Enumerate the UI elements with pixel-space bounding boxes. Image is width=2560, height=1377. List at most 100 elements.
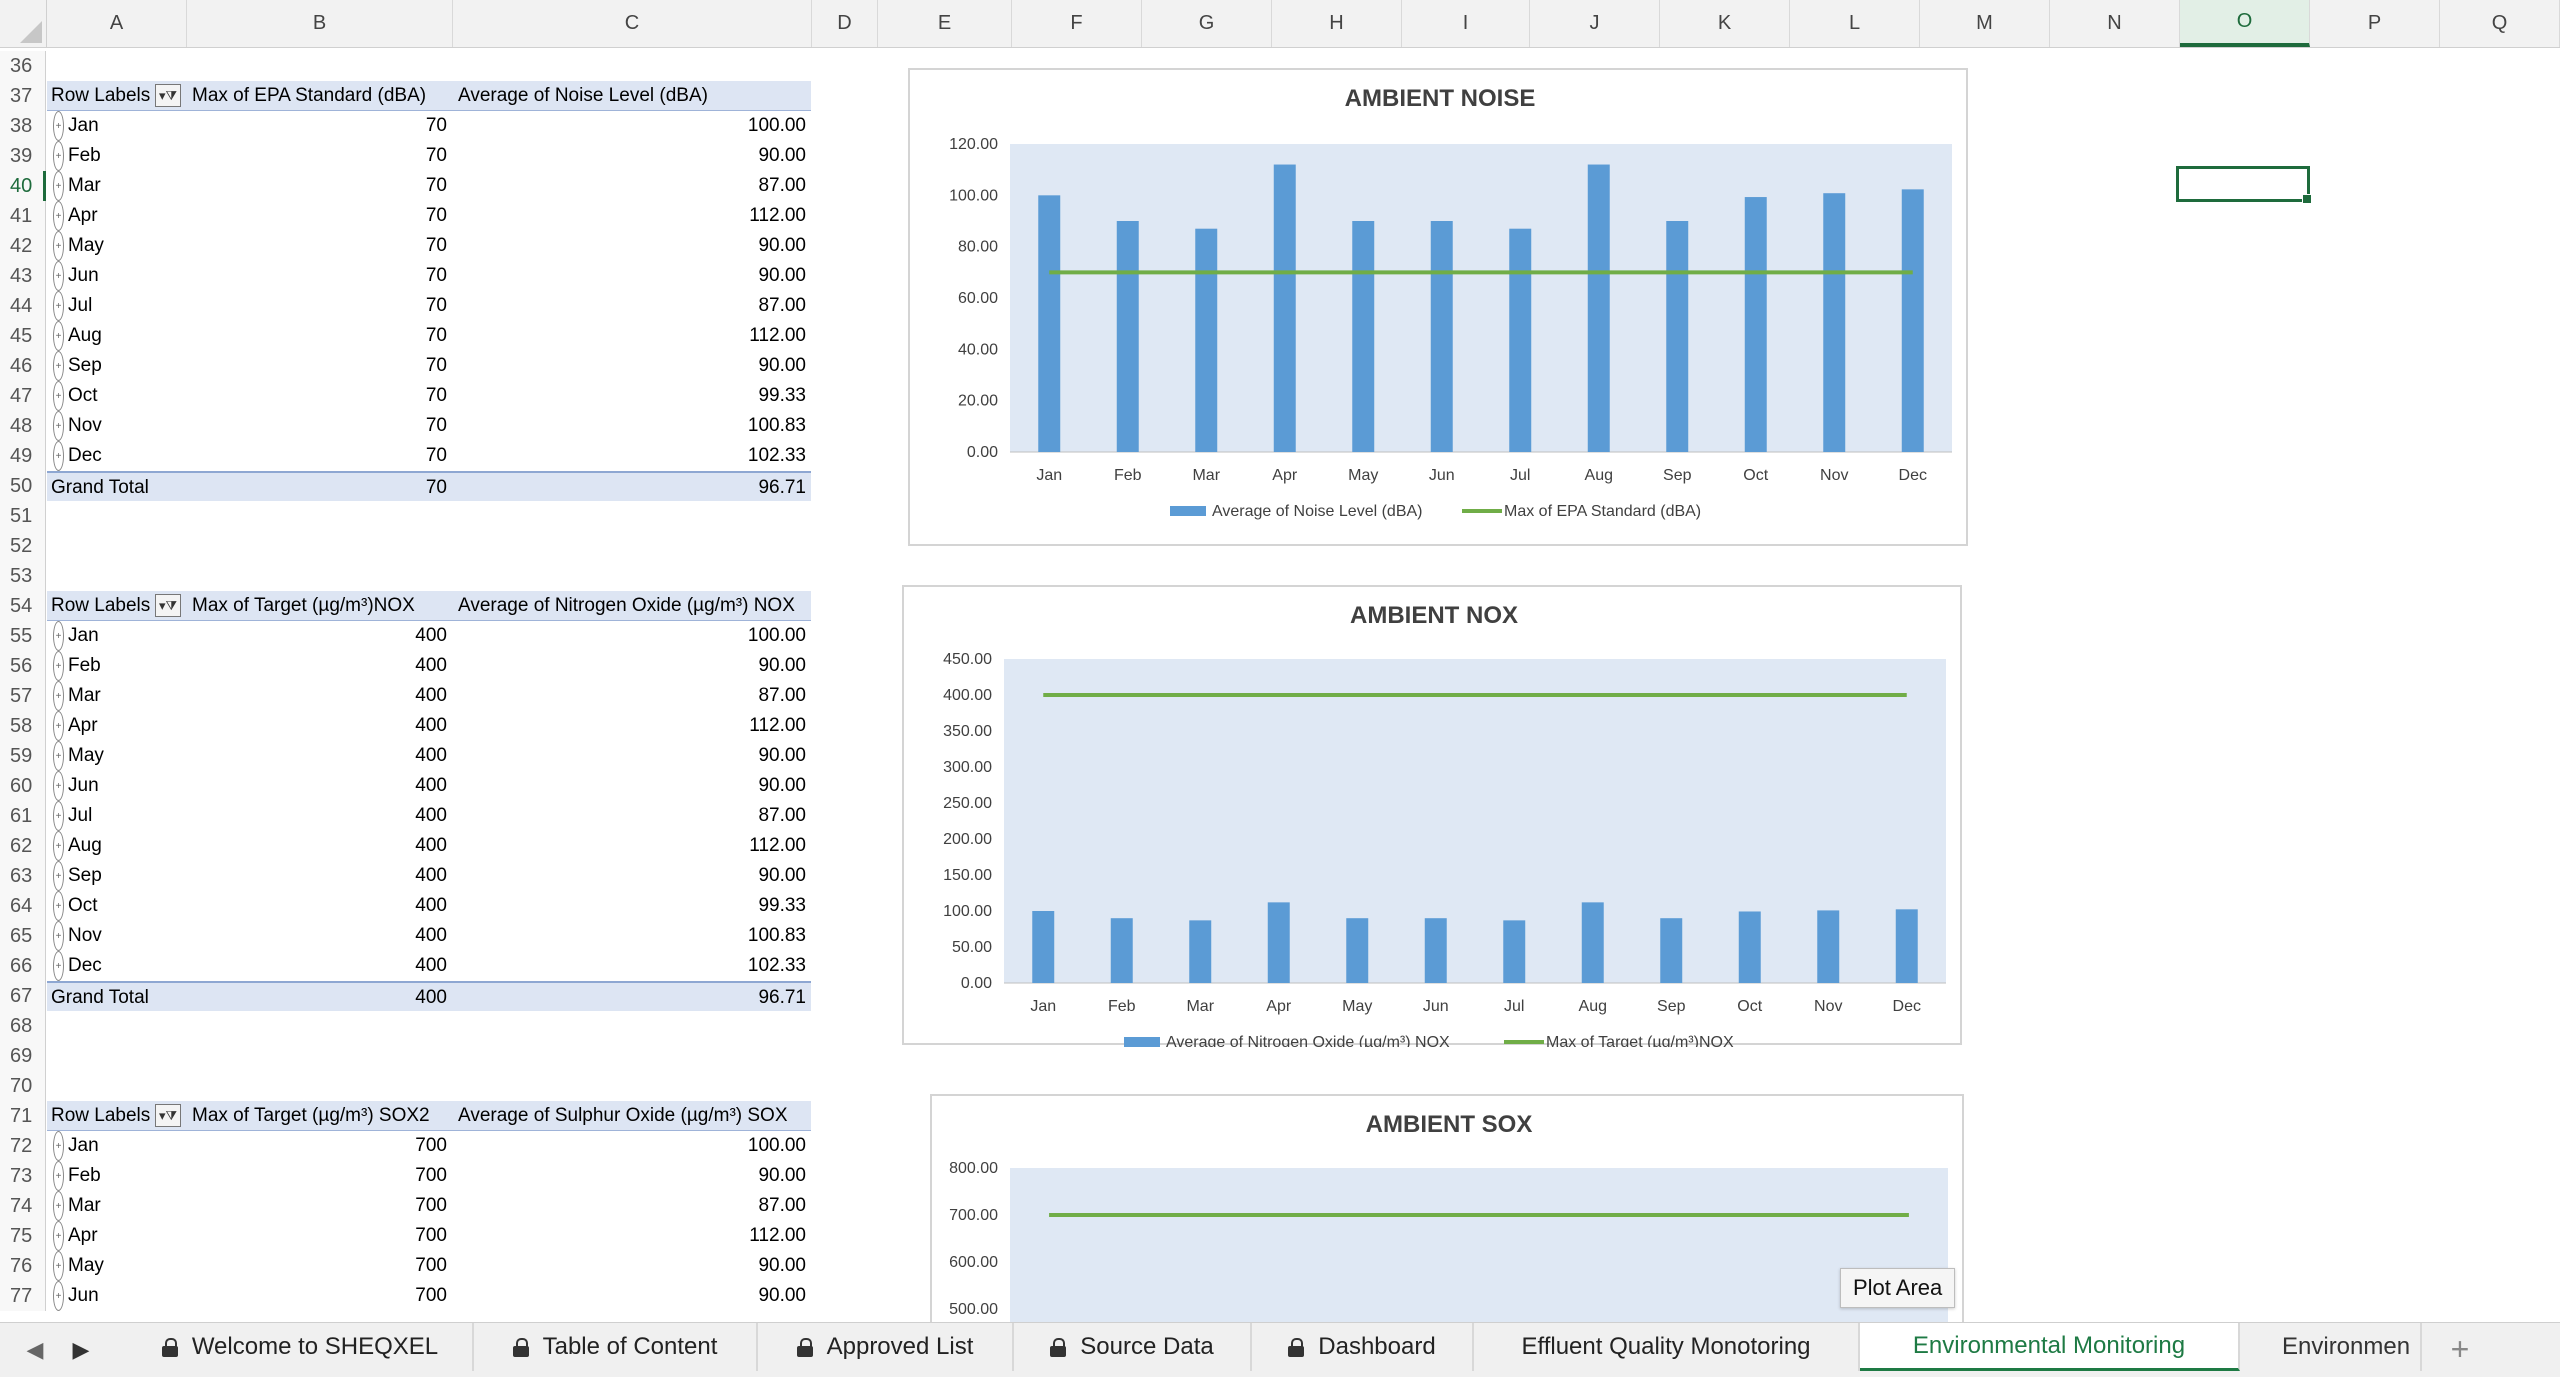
pivot-row[interactable]: + Jun 70 90.00 bbox=[47, 261, 811, 291]
row-header-74[interactable]: 74 bbox=[0, 1191, 46, 1221]
row-header-44[interactable]: 44 bbox=[0, 291, 46, 321]
expand-icon[interactable]: + bbox=[53, 711, 64, 741]
expand-icon[interactable]: + bbox=[53, 681, 64, 711]
bar[interactable] bbox=[1273, 164, 1296, 452]
row-header-54[interactable]: 54 bbox=[0, 591, 46, 621]
pivot-row[interactable]: + Jun 700 90.00 bbox=[47, 1281, 811, 1311]
column-header-o[interactable]: O bbox=[2180, 0, 2310, 47]
bar[interactable] bbox=[1509, 228, 1532, 452]
column-header-q[interactable]: Q bbox=[2440, 0, 2560, 47]
pivot-row[interactable]: + Mar 700 87.00 bbox=[47, 1191, 811, 1221]
row-header-36[interactable]: 36 bbox=[0, 51, 46, 81]
expand-icon[interactable]: + bbox=[53, 861, 64, 891]
pivot-row-label[interactable]: + Sep bbox=[53, 351, 102, 381]
pivot-row[interactable]: + Jan 70 100.00 bbox=[47, 111, 811, 141]
bar[interactable] bbox=[1346, 918, 1369, 983]
pivot-row[interactable]: + May 400 90.00 bbox=[47, 741, 811, 771]
row-header-56[interactable]: 56 bbox=[0, 651, 46, 681]
sheet-tab[interactable]: Effluent Quality Monotoring bbox=[1474, 1323, 1860, 1371]
pivot-row-label[interactable]: + Nov bbox=[53, 921, 102, 951]
row-header-65[interactable]: 65 bbox=[0, 921, 46, 951]
selected-cell[interactable] bbox=[2176, 166, 2312, 204]
column-header-g[interactable]: G bbox=[1142, 0, 1272, 47]
bar[interactable] bbox=[1038, 195, 1061, 452]
filter-dropdown-icon[interactable]: ▾⧩ bbox=[155, 1104, 181, 1127]
row-header-48[interactable]: 48 bbox=[0, 411, 46, 441]
pivot-row-label[interactable]: + Apr bbox=[53, 711, 98, 741]
row-header-76[interactable]: 76 bbox=[0, 1251, 46, 1281]
expand-icon[interactable]: + bbox=[53, 171, 64, 201]
row-header-75[interactable]: 75 bbox=[0, 1221, 46, 1251]
pivot-row[interactable]: + Nov 70 100.83 bbox=[47, 411, 811, 441]
pivot-row-label[interactable]: + Jul bbox=[53, 801, 92, 831]
pivot-row[interactable]: + Feb 70 90.00 bbox=[47, 141, 811, 171]
pivot-row-label[interactable]: + Nov bbox=[53, 411, 102, 441]
bar[interactable] bbox=[1738, 911, 1761, 983]
row-header-50[interactable]: 50 bbox=[0, 471, 46, 501]
row-header-72[interactable]: 72 bbox=[0, 1131, 46, 1161]
pivot-row[interactable]: + Jul 70 87.00 bbox=[47, 291, 811, 321]
plot-area[interactable] bbox=[1004, 659, 1946, 983]
row-header-73[interactable]: 73 bbox=[0, 1161, 46, 1191]
pivot-row-label[interactable]: + Feb bbox=[53, 141, 101, 171]
row-header-43[interactable]: 43 bbox=[0, 261, 46, 291]
column-header-m[interactable]: M bbox=[1920, 0, 2050, 47]
pivot-row[interactable]: + Jan 700 100.00 bbox=[47, 1131, 811, 1161]
chart-ambient-noise[interactable]: AMBIENT NOISE 0.00 20.00 40.00 60.00 80.00 100… bbox=[908, 68, 1968, 546]
column-header-d[interactable]: D bbox=[812, 0, 878, 47]
bar[interactable] bbox=[1817, 910, 1840, 983]
column-header-l[interactable]: L bbox=[1790, 0, 1920, 47]
expand-icon[interactable]: + bbox=[53, 351, 64, 381]
pivot-row[interactable]: + Nov 400 100.83 bbox=[47, 921, 811, 951]
expand-icon[interactable]: + bbox=[53, 801, 64, 831]
filter-dropdown-icon[interactable]: ▾⧩ bbox=[155, 594, 181, 617]
pivot-row-label[interactable]: + Aug bbox=[53, 831, 102, 861]
expand-icon[interactable]: + bbox=[53, 321, 64, 351]
column-header-e[interactable]: E bbox=[878, 0, 1012, 47]
bar[interactable] bbox=[1587, 164, 1610, 452]
pivot-row-label[interactable]: + May bbox=[53, 741, 104, 771]
column-header-f[interactable]: F bbox=[1012, 0, 1142, 47]
column-header-p[interactable]: P bbox=[2310, 0, 2440, 47]
row-header-57[interactable]: 57 bbox=[0, 681, 46, 711]
row-header-63[interactable]: 63 bbox=[0, 861, 46, 891]
pivot-row[interactable]: + Jan 400 100.00 bbox=[47, 621, 811, 651]
pivot-row[interactable]: + May 700 90.00 bbox=[47, 1251, 811, 1281]
expand-icon[interactable]: + bbox=[53, 831, 64, 861]
row-header-69[interactable]: 69 bbox=[0, 1041, 46, 1071]
pivot-row[interactable]: + Feb 400 90.00 bbox=[47, 651, 811, 681]
pivot-row[interactable]: + Apr 400 112.00 bbox=[47, 711, 811, 741]
row-header-70[interactable]: 70 bbox=[0, 1071, 46, 1101]
pivot-row-label[interactable]: + Apr bbox=[53, 201, 98, 231]
expand-icon[interactable]: + bbox=[53, 741, 64, 771]
pivot-row-label[interactable]: + Jan bbox=[53, 111, 99, 141]
pivot-row-label[interactable]: + Mar bbox=[53, 1191, 101, 1221]
row-header-40[interactable]: 40 bbox=[0, 171, 46, 201]
row-header-66[interactable]: 66 bbox=[0, 951, 46, 981]
bar[interactable] bbox=[1267, 902, 1290, 983]
prev-sheet-icon[interactable]: ◀ bbox=[26, 1337, 44, 1362]
pivot-row-label[interactable]: + Jan bbox=[53, 1131, 99, 1161]
next-sheet-icon[interactable]: ▶ bbox=[72, 1337, 90, 1362]
expand-icon[interactable]: + bbox=[53, 111, 64, 141]
pivot-row[interactable]: + Aug 400 112.00 bbox=[47, 831, 811, 861]
pivot-row[interactable]: + Sep 400 90.00 bbox=[47, 861, 811, 891]
sheet-tab[interactable]: Environmental Monitoring bbox=[1860, 1323, 2240, 1371]
pivot-row-label[interactable]: + Jan bbox=[53, 621, 99, 651]
pivot-row[interactable]: + Oct 400 99.33 bbox=[47, 891, 811, 921]
pivot-row[interactable]: + Apr 700 112.00 bbox=[47, 1221, 811, 1251]
expand-icon[interactable]: + bbox=[53, 1191, 64, 1221]
pivot-row-label[interactable]: + Dec bbox=[53, 441, 102, 471]
column-header-n[interactable]: N bbox=[2050, 0, 2180, 47]
pivot-row-label[interactable]: + Jun bbox=[53, 771, 99, 801]
row-header-53[interactable]: 53 bbox=[0, 561, 46, 591]
bar[interactable] bbox=[1503, 920, 1526, 983]
expand-icon[interactable]: + bbox=[53, 141, 64, 171]
pivot-row-label[interactable]: + Oct bbox=[53, 891, 98, 921]
pivot-row-label[interactable]: + Dec bbox=[53, 951, 102, 981]
chart-ambient-sox[interactable]: AMBIENT SOX400.00500.00600.00700.00800.0… bbox=[930, 1094, 1964, 1324]
bar[interactable] bbox=[1195, 228, 1218, 452]
pivot-row-label[interactable]: + Jul bbox=[53, 291, 92, 321]
row-header-67[interactable]: 67 bbox=[0, 981, 46, 1011]
expand-icon[interactable]: + bbox=[53, 1161, 64, 1191]
